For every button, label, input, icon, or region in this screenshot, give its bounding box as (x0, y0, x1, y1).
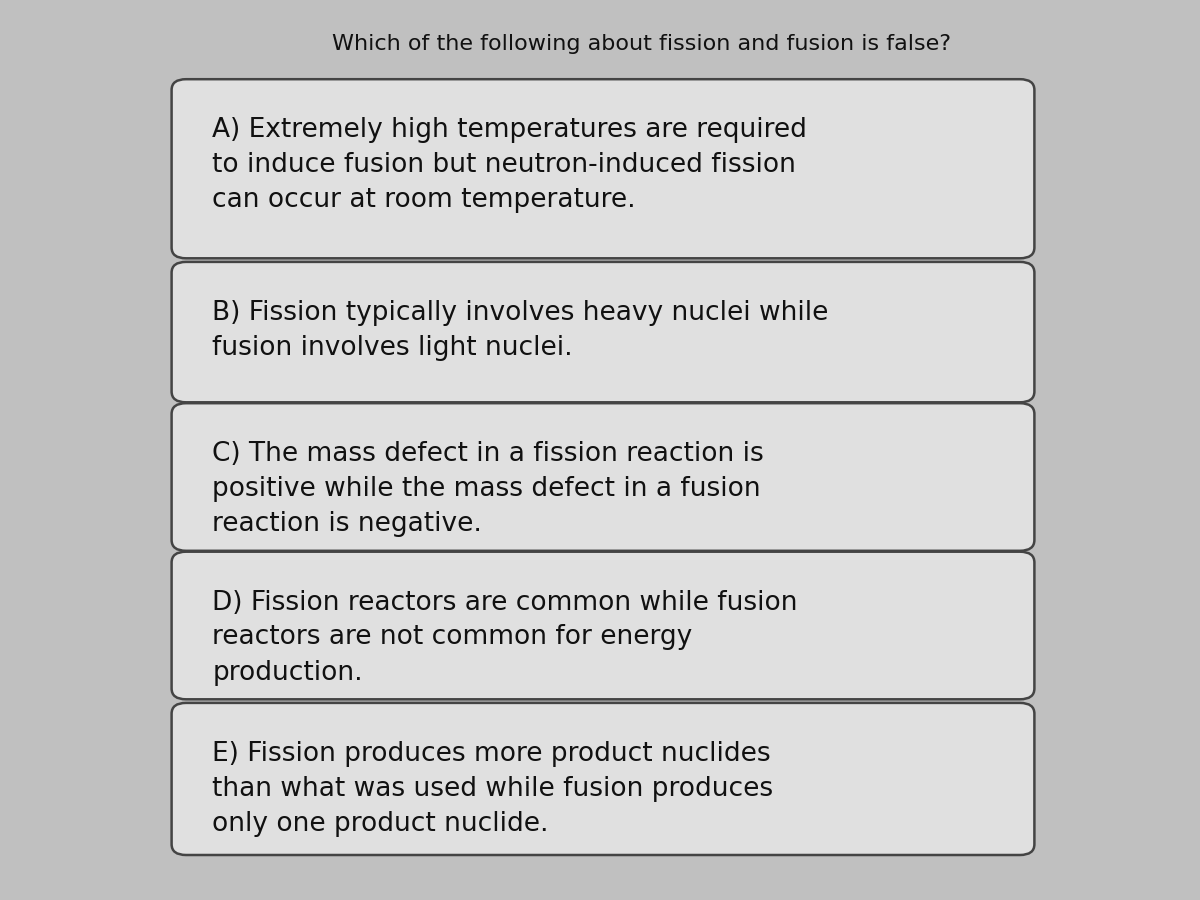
Text: C) The mass defect in a fission reaction is
positive while the mass defect in a : C) The mass defect in a fission reaction… (212, 441, 764, 537)
Text: A) Extremely high temperatures are required
to induce fusion but neutron-induced: A) Extremely high temperatures are requi… (212, 117, 808, 213)
Text: D) Fission reactors are common while fusion
reactors are not common for energy
p: D) Fission reactors are common while fus… (212, 590, 798, 686)
Text: B) Fission typically involves heavy nuclei while
fusion involves light nuclei.: B) Fission typically involves heavy nucl… (212, 300, 829, 361)
Text: Which of the following about fission and fusion is false?: Which of the following about fission and… (332, 34, 952, 54)
FancyBboxPatch shape (172, 552, 1034, 699)
FancyBboxPatch shape (172, 262, 1034, 402)
FancyBboxPatch shape (172, 79, 1034, 258)
FancyBboxPatch shape (172, 403, 1034, 551)
FancyBboxPatch shape (172, 703, 1034, 855)
Text: E) Fission produces more product nuclides
than what was used while fusion produc: E) Fission produces more product nuclide… (212, 741, 774, 837)
